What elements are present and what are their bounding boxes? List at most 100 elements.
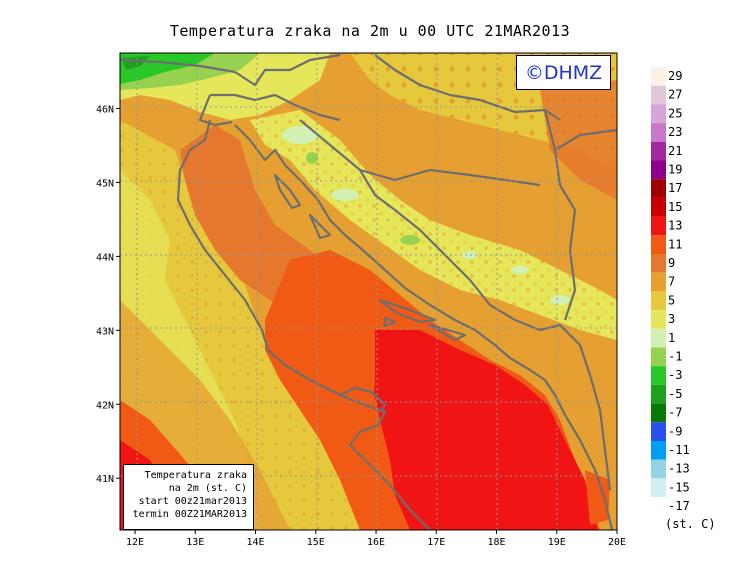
y-tick-label: 44N	[96, 252, 114, 263]
field-green-patch-1	[282, 126, 318, 144]
legend-label: 3	[668, 312, 675, 326]
info-box: Temperatura zraka na 2m (st. C) start 00…	[123, 464, 254, 530]
x-tick-label: 20E	[608, 537, 626, 548]
legend-swatch	[651, 478, 666, 498]
legend-swatch	[651, 254, 666, 273]
legend-label: 23	[668, 125, 682, 139]
border-serbia-east	[554, 128, 617, 151]
legend-swatch	[651, 328, 666, 348]
legend-swatch	[651, 104, 666, 124]
field-sea-hot	[372, 330, 598, 530]
coastline-island-4	[428, 323, 467, 342]
coastline-island-2	[308, 213, 332, 240]
legend-swatch	[651, 497, 666, 516]
legend-label: 7	[668, 275, 675, 289]
dhmz-label: ©DHMZ	[524, 62, 603, 84]
legend-swatch	[651, 272, 666, 292]
legend-swatch	[651, 366, 666, 385]
coastline-croatia	[234, 124, 614, 530]
field-green-patch-6	[550, 295, 570, 305]
field-green-patch-2	[331, 189, 359, 201]
legend-swatch	[651, 160, 666, 180]
legend-label: 27	[668, 88, 682, 102]
coastline-island-5	[383, 316, 397, 328]
legend-label: -13	[668, 462, 690, 476]
legend-swatch	[651, 179, 666, 198]
field-sea-hot-west	[330, 375, 400, 530]
legend-label: 9	[668, 256, 675, 270]
legend-swatch	[651, 384, 666, 404]
legend-label: 15	[668, 200, 682, 214]
x-tick-label: 16E	[367, 537, 385, 548]
info-line-termin: termin 00Z21MAR2013	[132, 509, 247, 520]
border-slovenia	[210, 93, 341, 122]
legend-swatch	[651, 67, 666, 86]
legend-label: -15	[668, 480, 690, 494]
legend-label: 5	[668, 293, 675, 307]
temperature-field	[120, 53, 617, 530]
border-bih-west	[359, 169, 491, 306]
border-alps	[120, 53, 341, 87]
x-tick-label: 13E	[186, 537, 204, 548]
field-east-orange	[540, 80, 617, 200]
info-line-variable: Temperatura zraka	[144, 470, 247, 481]
map-title: Temperatura zraka na 2m u 00 UTC 21MAR20…	[169, 22, 571, 40]
legend-swatch	[651, 347, 666, 367]
border-hu-hr	[374, 54, 561, 121]
legend-swatch	[651, 197, 666, 217]
legend-label: 19	[668, 163, 682, 177]
legend-label: -17	[668, 499, 690, 513]
legend-swatch	[651, 403, 666, 423]
border-bih-north	[299, 119, 541, 187]
legend-label: 17	[668, 181, 682, 195]
info-line-unit: na 2m (st. C)	[168, 483, 247, 494]
coastline-gargano	[339, 386, 387, 413]
legend-label: -3	[668, 368, 682, 382]
legend-label: -9	[668, 424, 682, 438]
legend-swatch	[651, 441, 666, 460]
legend-swatch	[651, 85, 666, 105]
legend-label: 1	[668, 331, 675, 345]
legend-label: 13	[668, 219, 682, 233]
legend-unit: (st. C)	[665, 517, 716, 531]
field-green-patch-3	[400, 235, 420, 245]
legend-swatch	[651, 310, 666, 329]
y-axis: 46N 45N 44N 43N 42N 41N	[96, 104, 120, 485]
x-tick-label: 15E	[307, 537, 325, 548]
legend-label: -11	[668, 443, 690, 457]
y-tick-label: 42N	[96, 400, 114, 411]
x-tick-label: 17E	[427, 537, 445, 548]
border-albania	[588, 374, 612, 491]
legend-swatch	[651, 141, 666, 161]
coastline-island-1	[273, 173, 302, 210]
y-tick-label: 45N	[96, 178, 114, 189]
legend-label: -7	[668, 406, 682, 420]
field-dinaric-yellow-mottle	[250, 110, 617, 340]
legend-label: 29	[668, 69, 682, 83]
x-tick-label: 19E	[548, 537, 566, 548]
info-line-start: start 00z21mar2013	[138, 496, 247, 507]
field-green-patch-5	[511, 266, 529, 274]
plot-frame	[119, 52, 618, 531]
coastlines	[120, 53, 617, 530]
legend-label: -5	[668, 387, 682, 401]
legend-swatch	[651, 235, 666, 254]
field-green-patch-7	[306, 152, 318, 164]
y-tick-label: 43N	[96, 326, 114, 337]
dhmz-watermark: ©DHMZ	[516, 55, 611, 90]
color-legend: 29 27 25 23 21 19 17 15 13 11 9 7 5 3 1 -1 -3 -5 -7 -9 -11 -1…	[651, 67, 690, 516]
coastline-island-3	[378, 298, 437, 324]
legend-label: 21	[668, 144, 682, 158]
coastline-italy	[176, 119, 431, 530]
x-tick-label: 12E	[126, 537, 144, 548]
legend-label: -1	[668, 350, 682, 364]
x-tick-label: 14E	[247, 537, 265, 548]
legend-label: 11	[668, 237, 682, 251]
x-tick-label: 18E	[487, 537, 505, 548]
legend-swatch	[651, 123, 666, 142]
legend-label: 25	[668, 106, 682, 120]
legend-swatch	[651, 459, 666, 479]
legend-swatch	[651, 422, 666, 441]
y-tick-label: 41N	[96, 474, 114, 485]
